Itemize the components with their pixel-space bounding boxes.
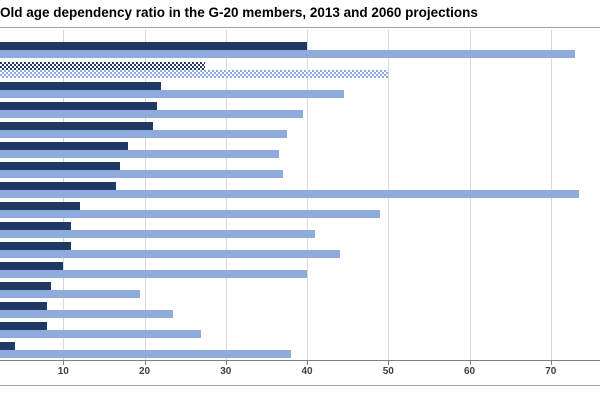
bar-2060-row-3 xyxy=(0,90,344,98)
bar-2060-row-8 xyxy=(0,190,580,198)
bar-2060-row-11 xyxy=(0,250,340,258)
x-tick-label-70: 70 xyxy=(545,366,557,377)
x-tick-mark-20 xyxy=(144,361,146,365)
x-tick-mark-30 xyxy=(225,361,227,365)
bar-2013-row-13 xyxy=(0,282,52,290)
title-separator-line xyxy=(0,27,600,28)
bar-2013-row-9 xyxy=(0,202,80,210)
bar-pair-row-4 xyxy=(0,102,600,118)
bar-2060-row-6 xyxy=(0,150,279,158)
bar-2060-row-1 xyxy=(0,50,576,58)
x-tick-label-60: 60 xyxy=(463,366,476,377)
x-tick-mark-10 xyxy=(63,361,65,365)
bar-2013-row-2 xyxy=(0,62,206,70)
x-tick-mark-70 xyxy=(550,361,552,365)
chart-title: Old age dependency ratio in the G-20 mem… xyxy=(0,5,478,20)
bar-pair-row-12 xyxy=(0,262,600,278)
bar-2013-row-12 xyxy=(0,262,64,270)
bar-pair-row-1 xyxy=(0,42,600,58)
bar-2060-row-14 xyxy=(0,310,173,318)
bar-pair-row-5 xyxy=(0,122,600,138)
bar-pair-row-16 xyxy=(0,342,600,358)
bar-2013-row-6 xyxy=(0,142,129,150)
x-tick-label-50: 50 xyxy=(382,366,394,377)
bar-pair-row-8 xyxy=(0,182,600,198)
bar-pair-row-6 xyxy=(0,142,600,158)
bar-2060-row-7 xyxy=(0,170,283,178)
bar-2060-row-13 xyxy=(0,290,141,298)
x-tick-mark-50 xyxy=(388,361,390,365)
bar-pair-row-13 xyxy=(0,282,600,298)
bar-2013-row-3 xyxy=(0,82,161,90)
bar-2013-row-15 xyxy=(0,322,47,330)
bottom-separator-line xyxy=(0,385,600,386)
bar-2060-row-12 xyxy=(0,270,307,278)
bar-pair-row-3 xyxy=(0,82,600,98)
bar-2013-row-1 xyxy=(0,42,307,50)
bar-2013-row-16 xyxy=(0,342,15,350)
x-tick-mark-40 xyxy=(307,361,308,365)
x-tick-label-20: 20 xyxy=(138,366,151,377)
bar-2060-row-10 xyxy=(0,230,316,238)
bar-2060-row-2 xyxy=(0,70,389,78)
bar-2060-row-9 xyxy=(0,210,381,218)
bar-2013-row-7 xyxy=(0,162,121,170)
bar-2060-row-16 xyxy=(0,350,291,358)
bar-2060-row-4 xyxy=(0,110,303,118)
bar-2013-row-8 xyxy=(0,182,117,190)
bar-2060-row-5 xyxy=(0,130,287,138)
x-tick-label-40: 40 xyxy=(301,366,313,377)
x-tick-label-30: 30 xyxy=(220,366,232,377)
bar-2013-row-11 xyxy=(0,242,72,250)
bar-2013-row-14 xyxy=(0,302,47,310)
bar-pair-row-2 xyxy=(0,62,600,78)
bar-2013-row-5 xyxy=(0,122,153,130)
bar-pair-row-11 xyxy=(0,242,600,258)
plot-area xyxy=(0,30,600,361)
bar-pair-row-15 xyxy=(0,322,600,338)
bar-2013-row-10 xyxy=(0,222,72,230)
bar-2060-row-15 xyxy=(0,330,202,338)
bar-2013-row-4 xyxy=(0,102,157,110)
bar-pair-row-9 xyxy=(0,202,600,218)
x-tick-label-10: 10 xyxy=(57,366,69,377)
bar-pair-row-7 xyxy=(0,162,600,178)
x-tick-mark-60 xyxy=(469,361,471,365)
bar-pair-row-14 xyxy=(0,302,600,318)
bar-pair-row-10 xyxy=(0,222,600,238)
